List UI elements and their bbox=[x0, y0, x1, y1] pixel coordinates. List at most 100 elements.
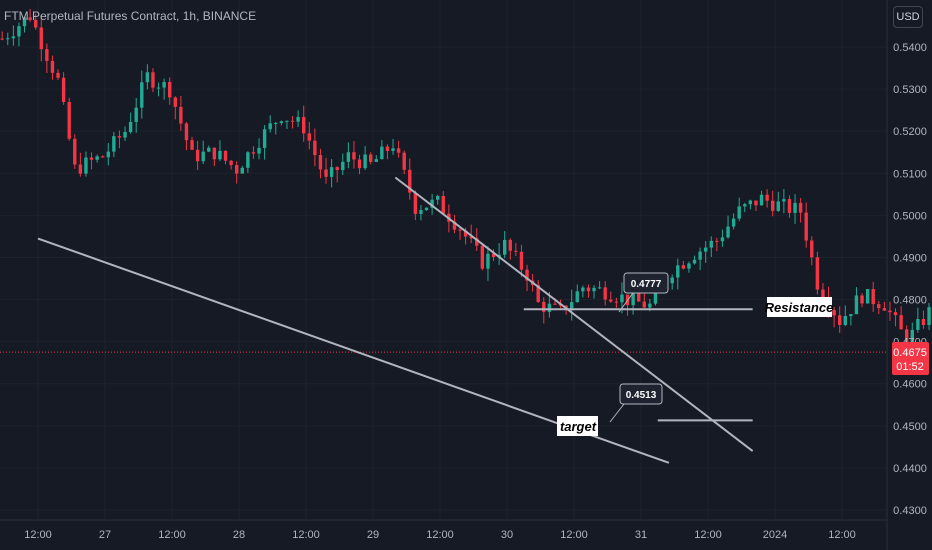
x-axis-labels[interactable]: 12:00 27 12:00 28 12:00 29 12:00 30 12:00 31 12:00… bbox=[24, 529, 856, 541]
y-tick-label: 0.4600 bbox=[893, 379, 927, 391]
candle bbox=[28, 8, 32, 22]
y-tick-label: 0.5100 bbox=[893, 168, 927, 180]
candle bbox=[709, 236, 713, 257]
candle bbox=[0, 31, 4, 41]
candle bbox=[860, 293, 864, 308]
candle bbox=[916, 307, 920, 333]
candle bbox=[195, 140, 200, 171]
candle bbox=[642, 293, 646, 309]
x-tick-label: 27 bbox=[99, 529, 111, 541]
candle bbox=[491, 249, 496, 262]
candle bbox=[424, 207, 429, 211]
candle bbox=[486, 246, 490, 281]
candle bbox=[597, 281, 602, 290]
candle bbox=[179, 95, 183, 131]
resistance-price-callout[interactable]: 0.4777 bbox=[618, 272, 669, 313]
grid-lines bbox=[0, 351, 887, 353]
axes-layer bbox=[0, 0, 888, 550]
candle bbox=[101, 155, 105, 158]
candle bbox=[39, 15, 43, 62]
candle bbox=[776, 191, 780, 212]
resistance-annotation[interactable]: Resistance bbox=[765, 297, 834, 317]
candle bbox=[34, 13, 38, 30]
candle bbox=[832, 306, 836, 328]
candle bbox=[514, 243, 518, 256]
currency-button[interactable]: USD bbox=[893, 6, 923, 28]
candle bbox=[296, 110, 300, 128]
candle bbox=[810, 236, 814, 266]
candle bbox=[849, 313, 853, 326]
candle bbox=[586, 284, 591, 298]
candle bbox=[235, 161, 239, 184]
candle bbox=[888, 301, 892, 321]
candle bbox=[140, 70, 144, 119]
candle bbox=[123, 126, 127, 141]
x-tick-label: 12:00 bbox=[24, 529, 52, 541]
candle bbox=[581, 285, 585, 298]
target-price-label: 0.4513 bbox=[626, 390, 657, 401]
candle bbox=[173, 96, 177, 120]
candle bbox=[715, 237, 719, 252]
candle bbox=[743, 202, 747, 213]
candle bbox=[408, 158, 412, 200]
y-tick-label: 0.5200 bbox=[893, 126, 927, 138]
y-tick-label: 0.5300 bbox=[893, 84, 927, 96]
candle bbox=[151, 68, 155, 93]
candle bbox=[285, 120, 289, 129]
candle bbox=[469, 224, 473, 244]
upper-trendline[interactable] bbox=[394, 176, 754, 452]
candle bbox=[765, 189, 769, 208]
candle bbox=[419, 205, 423, 221]
candle bbox=[748, 199, 753, 210]
candle bbox=[95, 154, 99, 163]
candle bbox=[787, 195, 792, 218]
candle bbox=[704, 241, 708, 263]
candle bbox=[251, 146, 256, 159]
y-tick-label: 0.4800 bbox=[893, 295, 927, 307]
candle bbox=[430, 193, 434, 215]
candle bbox=[838, 306, 842, 333]
candle bbox=[698, 247, 702, 271]
candle bbox=[759, 190, 764, 206]
candle bbox=[720, 229, 725, 247]
candle bbox=[50, 55, 55, 80]
candle bbox=[56, 69, 60, 80]
candle bbox=[313, 128, 317, 167]
candle bbox=[128, 112, 133, 134]
candle bbox=[391, 138, 395, 155]
candle bbox=[927, 302, 931, 330]
x-tick-label: 12:00 bbox=[560, 529, 588, 541]
candle bbox=[726, 215, 730, 239]
candle bbox=[692, 255, 697, 265]
x-tick-label: 12:00 bbox=[158, 529, 186, 541]
candle bbox=[503, 231, 507, 259]
candle bbox=[22, 16, 27, 33]
candle bbox=[67, 97, 71, 141]
candle bbox=[843, 305, 847, 327]
candle bbox=[274, 122, 278, 135]
candle bbox=[324, 157, 328, 184]
target-price-callout[interactable]: 0.4513 bbox=[609, 383, 663, 423]
candle bbox=[145, 64, 150, 90]
candle bbox=[782, 189, 786, 214]
candle bbox=[335, 166, 339, 183]
target-annotation[interactable]: target bbox=[557, 416, 598, 436]
candle bbox=[156, 82, 161, 97]
candle bbox=[480, 243, 485, 271]
candle bbox=[229, 159, 233, 170]
candle bbox=[117, 130, 122, 149]
candle bbox=[112, 132, 116, 158]
x-tick-label: 30 bbox=[501, 529, 513, 541]
candle bbox=[882, 301, 887, 311]
x-tick-label: 12:00 bbox=[694, 529, 722, 541]
candle bbox=[536, 280, 540, 303]
candle bbox=[162, 78, 166, 100]
candle bbox=[45, 43, 49, 74]
candle bbox=[871, 281, 875, 312]
candle bbox=[793, 194, 797, 224]
x-tick-label: 12:00 bbox=[292, 529, 320, 541]
candle bbox=[6, 32, 10, 46]
candle bbox=[681, 260, 686, 270]
